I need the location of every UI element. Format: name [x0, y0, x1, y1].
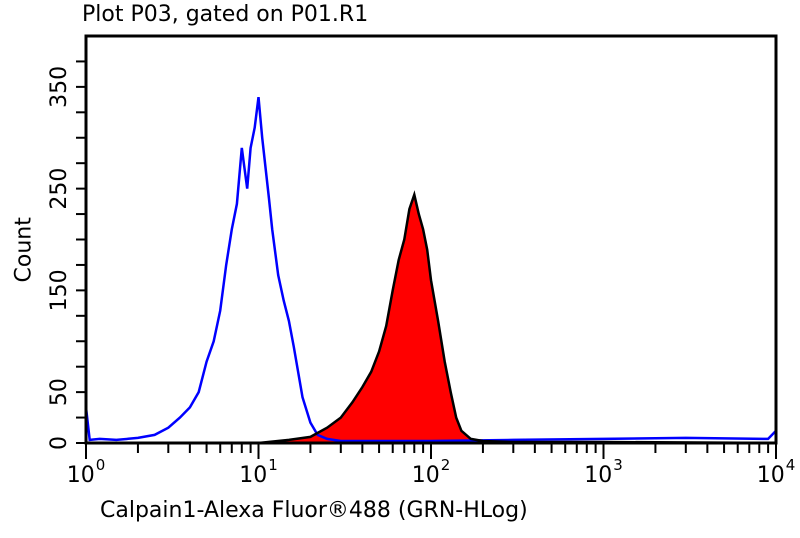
y-tick-label: 0 — [47, 436, 72, 450]
y-tick-label: 50 — [47, 378, 72, 406]
y-axis-ticks: 0 50 150 250 350 — [47, 60, 86, 450]
x-tick-label: 104 — [757, 456, 796, 488]
sample-outline — [258, 190, 777, 445]
series-layer — [84, 96, 777, 445]
y-tick-label: 250 — [47, 168, 72, 210]
sample-fill — [258, 194, 776, 443]
x-tick-label: 103 — [584, 456, 623, 488]
x-tick-label: 101 — [239, 456, 278, 488]
y-tick-label: 350 — [47, 66, 72, 108]
x-axis-label: Calpain1-Alexa Fluor®488 (GRN-HLog) — [100, 498, 528, 523]
x-tick-label: 100 — [67, 456, 106, 488]
plot-title: Plot P03, gated on P01.R1 — [82, 2, 369, 27]
x-axis-ticks: 100 101 102 103 104 — [67, 443, 796, 488]
control-curve — [84, 96, 777, 443]
x-tick-label: 102 — [412, 456, 451, 488]
y-tick-label: 150 — [47, 269, 72, 311]
